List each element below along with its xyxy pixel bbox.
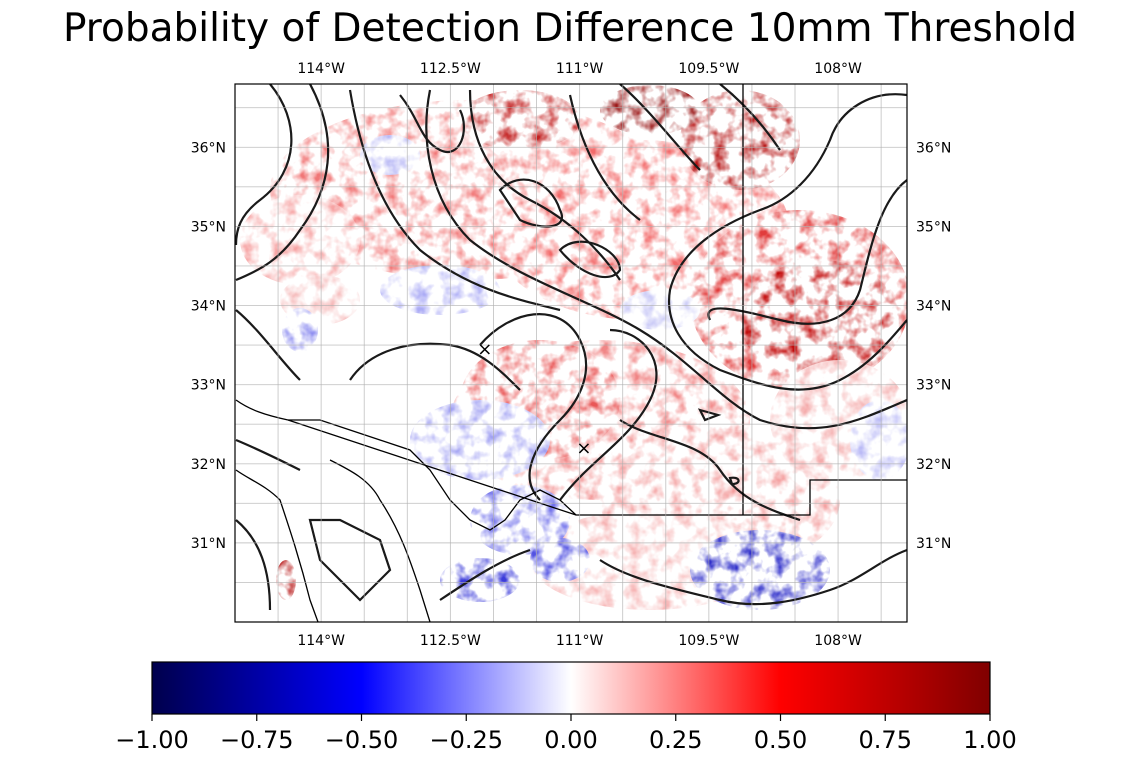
- colorbar-tick-label: 0.00: [544, 726, 597, 754]
- colorbar-tick-label: −0.75: [220, 726, 294, 754]
- lon-tick-label-bottom: 108°W: [814, 633, 862, 649]
- lon-tick-label-top: 109.5°W: [678, 61, 739, 77]
- lat-tick-label-left: 36°N: [191, 140, 226, 156]
- lon-tick-label-bottom: 112.5°W: [420, 633, 481, 649]
- station-markers: ××: [477, 339, 591, 459]
- lon-tick-label-top: 108°W: [814, 61, 862, 77]
- colorbar-tick-label: 0.50: [754, 726, 807, 754]
- lat-tick-label-left: 33°N: [191, 378, 226, 394]
- lat-tick-label-right: 35°N: [916, 219, 951, 235]
- x-marker-south: ×: [576, 438, 591, 459]
- colorbar: −1.00 −0.75 −0.50 −0.25 0.00 0.25 0.50 0.75 1.00: [115, 661, 1017, 754]
- lat-tick-label-left: 34°N: [191, 299, 226, 315]
- lon-tick-label-bottom: 114°W: [297, 633, 345, 649]
- lat-tick-label-left: 31°N: [191, 536, 226, 552]
- lon-tick-label-top: 114°W: [297, 61, 345, 77]
- lon-tick-label-top: 112.5°W: [420, 61, 481, 77]
- colorbar-tick-label: −0.50: [325, 726, 399, 754]
- colorbar-gradient: [151, 661, 991, 715]
- lat-tick-labels-right: 31°N 32°N 33°N 34°N 35°N 36°N: [916, 140, 951, 552]
- lat-tick-label-right: 36°N: [916, 140, 951, 156]
- lon-tick-label-bottom: 109.5°W: [678, 633, 739, 649]
- lon-tick-labels-bottom: 114°W 112.5°W 111°W 109.5°W 108°W: [297, 633, 862, 649]
- map-panel[interactable]: ××: [234, 83, 910, 623]
- x-marker-north: ×: [477, 339, 492, 360]
- colorbar-tick-label: 1.00: [963, 726, 1016, 754]
- colorbar-ticks: −1.00 −0.75 −0.50 −0.25 0.00 0.25 0.50 0.75 1.00: [115, 714, 1017, 754]
- lat-tick-label-left: 35°N: [191, 219, 226, 235]
- map-frame: [234, 83, 908, 623]
- lat-tick-label-right: 34°N: [916, 299, 951, 315]
- lon-tick-labels-top: 114°W 112.5°W 111°W 109.5°W 108°W: [297, 61, 862, 77]
- lat-tick-label-right: 33°N: [916, 378, 951, 394]
- colorbar-tick-label: −1.00: [115, 726, 189, 754]
- colorbar-tick-label: 0.75: [859, 726, 912, 754]
- lon-tick-label-top: 111°W: [556, 61, 604, 77]
- lat-tick-label-right: 32°N: [916, 457, 951, 473]
- lat-tick-label-left: 32°N: [191, 457, 226, 473]
- colorbar-tick-label: 0.25: [649, 726, 702, 754]
- lon-tick-label-bottom: 111°W: [556, 633, 604, 649]
- political-borders: [235, 84, 907, 622]
- lat-tick-label-right: 31°N: [916, 536, 951, 552]
- map-title: Probability of Detection Difference 10mm…: [62, 6, 1078, 51]
- colorbar-tick-label: −0.25: [429, 726, 503, 754]
- gridlines: [235, 84, 907, 622]
- lat-tick-labels-left: 31°N 32°N 33°N 34°N 35°N 36°N: [191, 140, 226, 552]
